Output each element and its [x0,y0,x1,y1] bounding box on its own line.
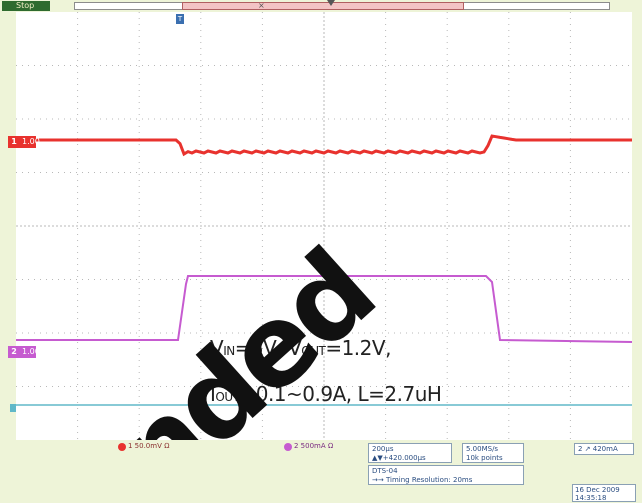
record-center-marker: × [258,1,265,10]
ch1-number: 1 [11,137,17,146]
iout-subscript: OUT [215,390,240,404]
timebase-position: ▲▼+420.000µs [372,454,426,462]
vout-value: =1.2V, [325,336,391,360]
iout-value: =0.1~0.9A, L=2.7uH [239,382,442,406]
timing-resolution: →→ Timing Resolution: 20ms [372,476,473,484]
annotation-line-2: IOUT=0.1~0.9A, L=2.7uH [210,382,442,406]
ch2-readout-icon [284,443,292,451]
ch1-label: 1.00 [22,137,40,146]
annotation-line-1: VIN=5V, VOUT=1.2V, [210,336,391,360]
timebase-readout[interactable]: 200µs ▲▼+420.000µs [368,443,452,463]
status-strip: Stop × [0,0,642,12]
date-time-readout: 16 Dec 2009 14:35:18 [572,484,636,502]
bottom-info-panel [0,440,642,503]
grid-lines [16,12,632,440]
vin-value: =5V, V [234,336,302,360]
iout-symbol: I [210,382,216,406]
ch2-ground-marker[interactable]: 2 1.00 [8,346,40,358]
right-gutter [632,12,642,440]
trigger-readout[interactable]: 2 ↗ 420mA [574,443,634,455]
time: 14:35:18 [575,494,607,502]
run-stop-indicator[interactable]: Stop [2,1,50,11]
sample-rate: 5.00MS/s [466,445,499,453]
trigger-position-icon[interactable] [327,0,335,6]
graticule [16,12,632,440]
vout-subscript: OUT [301,344,326,358]
ch2-scale-readout[interactable]: 2 500mA Ω [294,442,334,450]
ch1-ground-marker[interactable]: 1 1.00 [8,136,40,148]
waveform-display [16,12,632,440]
ch1-waveform [16,134,632,157]
mode-name: DTS-04 [372,467,398,475]
trigger-marker[interactable]: T [176,14,184,24]
ch2-waveform [16,275,632,343]
timebase-scale: 200µs [372,445,394,453]
record-length: 10k points [466,454,503,462]
date: 16 Dec 2009 [575,486,620,494]
vin-subscript: IN [223,344,235,358]
ch4-ground-marker[interactable] [10,404,16,412]
trigger-level: 2 ↗ 420mA [578,445,618,453]
ch1-readout-icon [118,443,126,451]
sample-rate-readout[interactable]: 5.00MS/s 10k points [462,443,524,463]
left-gutter [0,12,16,440]
record-window-indicator[interactable] [182,2,464,10]
ch1-scale-readout[interactable]: 1 50.0mV Ω [128,442,170,450]
ch2-label: 1.00 [22,347,40,356]
ch2-number: 2 [11,347,17,356]
vin-symbol: V [210,336,224,360]
acquisition-mode-readout[interactable]: DTS-04 →→ Timing Resolution: 20ms [368,465,524,485]
